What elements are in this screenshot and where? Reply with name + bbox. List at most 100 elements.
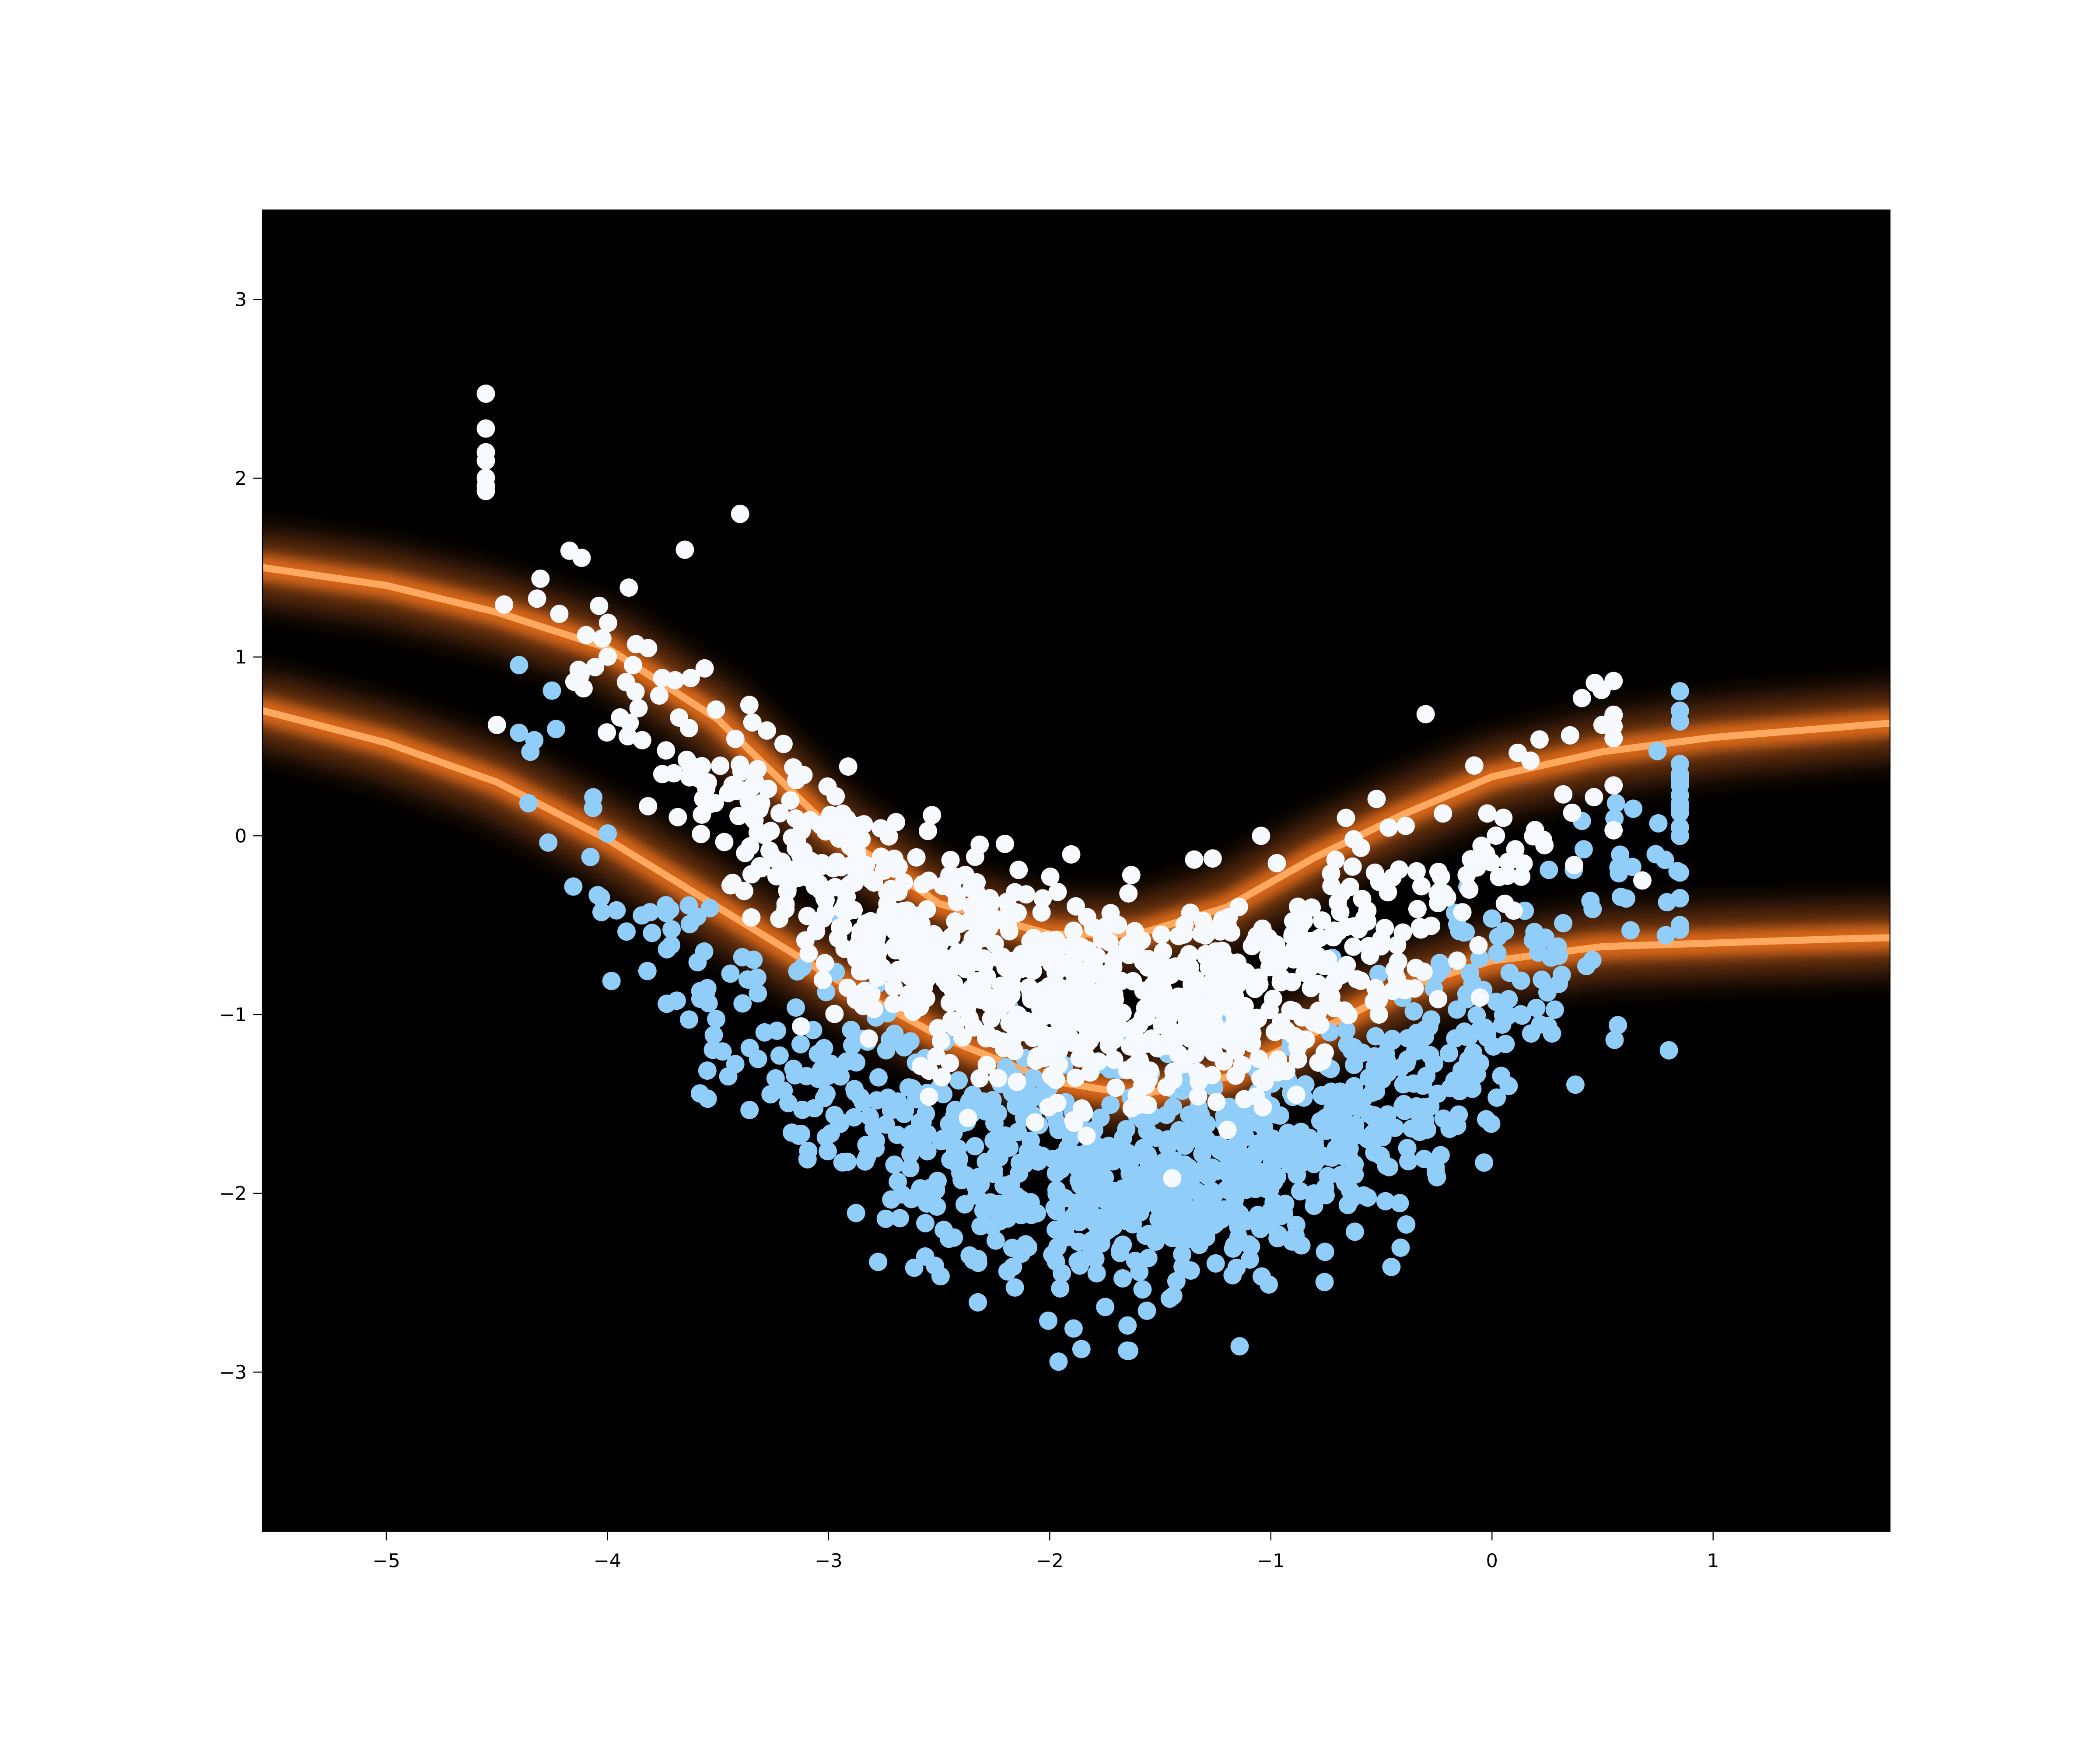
point-series-2 xyxy=(565,672,584,691)
point-series-2 xyxy=(577,626,595,644)
point-series-1 xyxy=(1246,1113,1265,1132)
point-series-2 xyxy=(1169,927,1188,945)
point-series-2 xyxy=(1048,882,1067,901)
point-series-1 xyxy=(1230,1337,1249,1356)
point-series-2 xyxy=(774,735,793,753)
point-series-1 xyxy=(1292,1236,1311,1255)
point-series-1 xyxy=(1434,1110,1453,1128)
point-series-2 xyxy=(749,822,767,841)
point-series-1 xyxy=(1101,1096,1120,1114)
point-series-2 xyxy=(934,955,952,974)
point-series-2 xyxy=(965,988,984,1007)
point-series-1 xyxy=(1053,1264,1071,1283)
point-series-2 xyxy=(894,902,913,920)
point-series-2 xyxy=(1340,878,1359,896)
point-series-2 xyxy=(816,954,834,973)
point-series-1 xyxy=(755,1023,774,1042)
point-series-2 xyxy=(1396,816,1415,835)
point-series-1 xyxy=(1068,1145,1086,1164)
point-series-1 xyxy=(1670,889,1689,908)
point-series-2 xyxy=(1554,785,1573,804)
point-series-2 xyxy=(750,800,769,819)
point-series-2 xyxy=(1565,856,1583,875)
point-series-1 xyxy=(1045,1199,1064,1218)
point-series-2 xyxy=(884,995,903,1013)
point-series-1 xyxy=(1206,1254,1225,1273)
point-series-2 xyxy=(826,787,845,806)
point-series-1 xyxy=(901,1032,920,1051)
point-series-2 xyxy=(982,1009,1001,1028)
point-series-1 xyxy=(740,1039,759,1057)
point-series-1 xyxy=(1223,1138,1242,1157)
point-series-2 xyxy=(668,808,687,826)
point-series-1 xyxy=(680,915,699,934)
point-series-2 xyxy=(882,880,900,899)
point-series-1 xyxy=(1173,1257,1192,1276)
point-series-1 xyxy=(786,1066,804,1085)
point-series-1 xyxy=(1235,1125,1254,1144)
point-series-1 xyxy=(1269,1225,1288,1244)
point-series-2 xyxy=(1487,826,1505,845)
point-series-2 xyxy=(1572,689,1591,707)
point-series-2 xyxy=(1157,1036,1176,1055)
point-series-1 xyxy=(704,1040,722,1059)
point-series-1 xyxy=(1499,990,1518,1008)
point-series-1 xyxy=(1046,1164,1065,1183)
point-series-2 xyxy=(629,699,648,718)
point-series-1 xyxy=(1670,796,1689,814)
point-series-1 xyxy=(761,1085,780,1104)
point-series-1 xyxy=(695,942,714,961)
point-series-1 xyxy=(1500,963,1519,982)
point-series-2 xyxy=(750,857,769,875)
point-series-1 xyxy=(607,901,626,920)
point-series-2 xyxy=(1498,866,1517,885)
point-series-2 xyxy=(1109,916,1127,934)
point-series-2 xyxy=(611,708,630,727)
point-series-1 xyxy=(819,1142,837,1161)
point-series-1 xyxy=(1049,1352,1068,1371)
point-series-1 xyxy=(1346,1116,1365,1134)
point-series-2 xyxy=(1110,1004,1128,1023)
point-series-1 xyxy=(1197,1228,1215,1247)
point-series-1 xyxy=(1533,970,1551,989)
point-series-2 xyxy=(940,994,959,1012)
point-series-2 xyxy=(1482,853,1501,872)
point-series-1 xyxy=(1064,1319,1083,1338)
point-series-1 xyxy=(770,1046,789,1065)
point-series-2 xyxy=(679,719,698,738)
point-series-1 xyxy=(1020,1146,1039,1165)
point-series-2 xyxy=(1470,988,1489,1007)
point-series-1 xyxy=(740,1101,759,1120)
point-series-2 xyxy=(1213,910,1232,929)
point-series-2 xyxy=(1196,926,1215,945)
point-series-2 xyxy=(677,750,696,769)
point-series-1 xyxy=(1276,1143,1295,1162)
point-series-2 xyxy=(1009,861,1028,879)
point-series-1 xyxy=(638,962,657,980)
point-series-1 xyxy=(1068,1252,1087,1270)
point-series-1 xyxy=(1394,1095,1413,1113)
point-series-2 xyxy=(1395,981,1414,1000)
point-series-2 xyxy=(1412,877,1431,896)
scatter-points xyxy=(476,384,1689,1371)
point-series-1 xyxy=(1522,1024,1540,1043)
point-series-1 xyxy=(911,1179,930,1198)
point-series-1 xyxy=(1337,1021,1356,1040)
point-series-2 xyxy=(917,900,936,919)
point-series-1 xyxy=(1475,1153,1494,1172)
point-series-2 xyxy=(476,469,495,487)
x-tick-label: 0 xyxy=(1486,1550,1498,1572)
point-series-1 xyxy=(1545,1000,1564,1019)
point-series-1 xyxy=(1670,916,1689,934)
point-series-2 xyxy=(914,875,932,894)
point-series-2 xyxy=(801,811,819,830)
point-series-2 xyxy=(598,723,616,742)
point-series-1 xyxy=(1183,1223,1201,1242)
point-series-2 xyxy=(1289,1029,1308,1048)
point-series-2 xyxy=(748,760,767,778)
point-series-1 xyxy=(1525,923,1544,942)
point-series-1 xyxy=(1227,1156,1246,1175)
point-series-1 xyxy=(1377,1156,1396,1175)
point-series-1 xyxy=(1315,1273,1334,1292)
point-series-2 xyxy=(598,613,617,632)
